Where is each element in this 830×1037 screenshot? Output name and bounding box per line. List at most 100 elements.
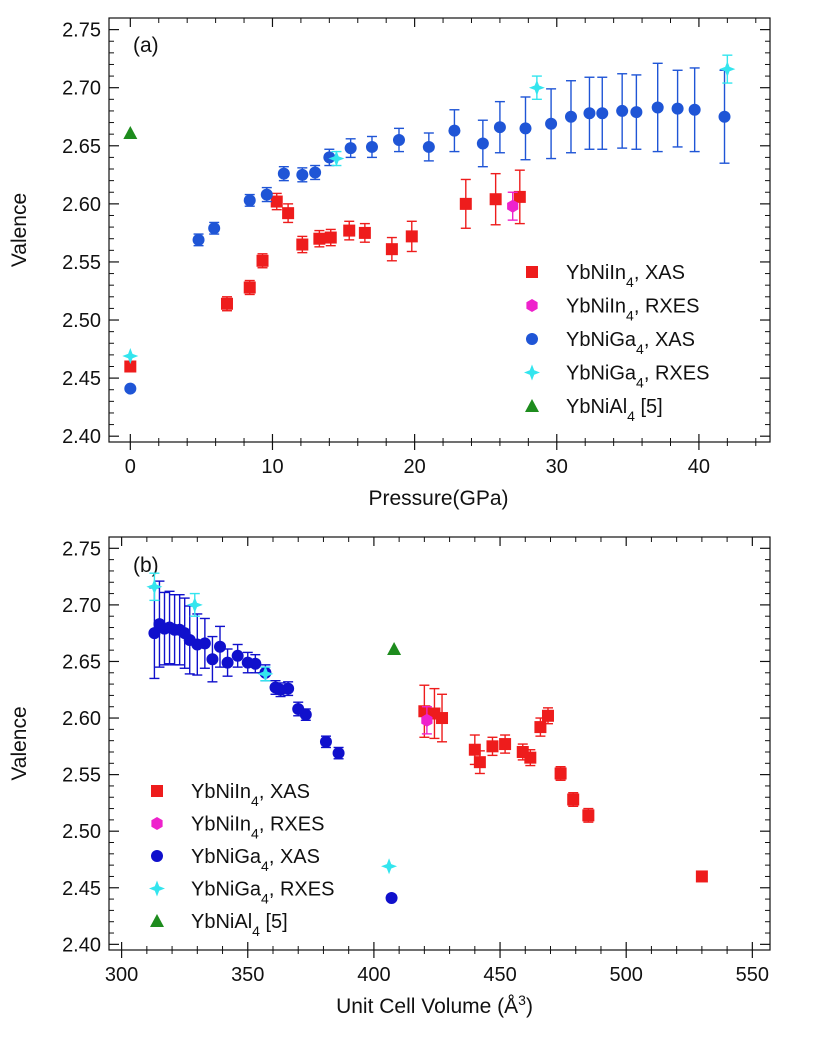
data-point [313, 232, 326, 245]
x-tick-label: 500 [610, 964, 643, 986]
y-tick-label: 2.50 [62, 821, 101, 843]
y-tick-label: 2.45 [62, 878, 101, 900]
series-ybniin-rxes [507, 191, 519, 221]
y-tick-label: 2.75 [62, 538, 101, 560]
data-point [221, 656, 234, 669]
data-point [545, 117, 558, 130]
data-point [459, 197, 472, 210]
data-point [148, 627, 161, 640]
y-tick-label: 2.55 [62, 252, 101, 274]
series-ybniga-xas [124, 62, 731, 395]
data-point [146, 578, 163, 595]
data-point [387, 642, 402, 656]
data-point [718, 110, 731, 123]
data-point [719, 61, 736, 78]
data-point [448, 124, 461, 137]
legend-marker [525, 399, 539, 412]
x-tick-label: 10 [261, 456, 283, 478]
data-point [405, 230, 418, 243]
data-point [385, 243, 398, 256]
data-point [324, 231, 337, 244]
y-axis-title: Valence [8, 706, 31, 780]
legend-marker [524, 364, 540, 381]
data-point [422, 140, 435, 153]
data-point [282, 207, 295, 220]
y-tick-label: 2.60 [62, 194, 101, 216]
y-tick-label: 2.60 [62, 708, 101, 730]
series-ybnial-5 [387, 642, 402, 656]
data-point [489, 193, 502, 206]
x-tick-label: 550 [736, 964, 769, 986]
legend-label: YbNiIn4, XAS [566, 262, 685, 290]
data-point [332, 747, 345, 760]
data-point [381, 858, 398, 875]
panel-b: (b) 2.40 2.45 2.50 2.55 2.60 2.65 2.70 2.75 300 35… [8, 536, 771, 1018]
data-point [241, 656, 254, 669]
y-tick-label: 2.70 [62, 595, 101, 617]
legend-marker [526, 333, 538, 345]
panel-a: (a) 2.40 2.45 2.50 2.55 2.60 2.65 2.70 2.75 0 10 20… [8, 17, 771, 510]
data-point [309, 166, 322, 179]
data-point [582, 809, 595, 822]
data-point [688, 103, 701, 116]
data-point [528, 79, 545, 96]
legend-label: YbNiGa4, RXES [566, 363, 709, 391]
data-point [554, 767, 567, 780]
data-point [583, 107, 596, 120]
series-ybniin-xas [418, 684, 708, 883]
legend: YbNiIn4, XAS YbNiIn4, RXES YbNiGa4, XAS YbN… [149, 781, 334, 939]
data-point [214, 640, 227, 653]
legend-marker [149, 880, 165, 897]
data-point [385, 891, 398, 904]
data-point [206, 653, 219, 666]
y-tick-label: 2.40 [62, 934, 101, 956]
legend-marker [150, 914, 164, 927]
legend: YbNiIn4, XAS YbNiIn4, RXES YbNiGa4, XAS YbN… [524, 262, 709, 424]
y-tick-label: 2.65 [62, 136, 101, 158]
legend-marker [151, 850, 163, 862]
data-point [493, 121, 506, 134]
data-point [269, 681, 282, 694]
data-point [671, 102, 684, 115]
x-tick-label: 0 [125, 456, 136, 478]
x-tick-label: 40 [688, 456, 710, 478]
data-point [220, 297, 233, 310]
data-point [243, 281, 256, 294]
plot-frame [108, 536, 771, 951]
series-ybniga-rxes [146, 572, 398, 875]
y-tick-label: 2.70 [62, 78, 101, 100]
x-axis-title: Unit Cell Volume (Å3) [336, 992, 533, 1018]
data-point [358, 226, 371, 239]
legend-label: YbNiAl4 [5] [191, 911, 288, 939]
data-point [270, 195, 283, 208]
x-tick-label: 20 [403, 456, 425, 478]
data-point [296, 238, 309, 251]
data-point [596, 107, 609, 120]
data-point [541, 709, 554, 722]
legend-marker [526, 299, 538, 312]
data-point [421, 713, 433, 727]
x-tick-label: 300 [105, 964, 138, 986]
y-tick-label: 2.75 [62, 20, 101, 42]
data-point [323, 151, 336, 164]
legend-label: YbNiIn4, RXES [566, 296, 699, 324]
y-axis-title: Valence [8, 193, 31, 267]
data-point [231, 649, 244, 662]
x-tick-label: 30 [546, 456, 568, 478]
data-point [319, 735, 332, 748]
series-ybniga-rxes [122, 54, 736, 365]
y-tick-label: 2.50 [62, 310, 101, 332]
data-point [122, 348, 139, 365]
data-point [123, 126, 138, 140]
data-point [186, 596, 203, 613]
data-point [296, 168, 309, 181]
data-point [256, 254, 269, 267]
series-ybnial-5 [123, 126, 138, 140]
legend-label: YbNiGa4, XAS [191, 846, 320, 874]
data-point [499, 738, 512, 751]
data-point [192, 233, 205, 246]
data-point [208, 222, 221, 235]
data-point [630, 106, 643, 119]
data-point [476, 137, 489, 150]
